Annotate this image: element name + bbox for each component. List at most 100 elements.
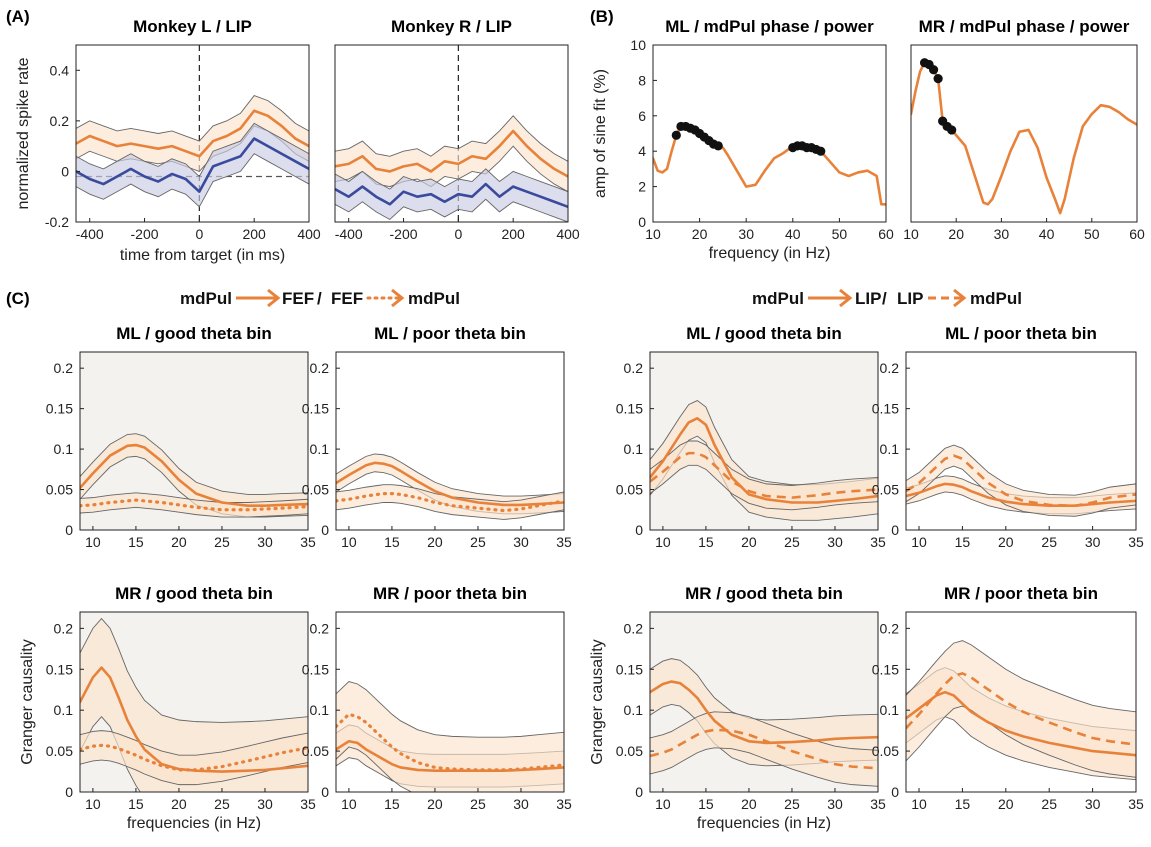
- y-tick-label-c2-4: 0.2: [310, 360, 330, 376]
- series-line-c6-1: [336, 712, 564, 772]
- series-line-c7-0: [650, 680, 878, 745]
- y-axis-label-a1: normalized spike rate: [15, 57, 32, 209]
- x-tick-label-c5-4: 30: [257, 796, 273, 812]
- x-tick-label-c5-5: 35: [300, 796, 316, 812]
- x-tick-label-c1-5: 35: [300, 534, 316, 550]
- chart-c1: 10 15 20 25 30 35 0 0.05 0.1 0.15 0.2 ML / good the…: [46, 324, 316, 550]
- y-tick-label-c4-2: 0.1: [880, 441, 900, 457]
- series-line-c8-0: [906, 690, 1136, 757]
- y-tick-label-c2-3: 0.15: [302, 401, 329, 417]
- x-tick-label-a2-3: 200: [501, 226, 525, 242]
- y-tick-label-c5-3: 0.15: [46, 661, 73, 677]
- band-upper-c7-0: [650, 658, 878, 721]
- band-lower-c7-1: [650, 747, 878, 787]
- series-group-c6: [336, 681, 564, 792]
- x-tick-label-c1-4: 30: [257, 534, 273, 550]
- y-tick-label-c8-4: 0.2: [880, 620, 900, 636]
- series-group-c1: [80, 433, 308, 518]
- x-tick-label-c7-0: 10: [655, 796, 671, 812]
- y-axis-label-c5: Granger causality: [19, 639, 36, 764]
- chart-title-c5: MR / good theta bin: [115, 584, 273, 603]
- panel-label-b: (B): [590, 7, 614, 26]
- x-tick-label-c8-0: 10: [911, 796, 927, 812]
- series-line-c3-1: [650, 451, 878, 499]
- band-upper-a1-0: [76, 95, 309, 142]
- y-tick-label-c6-0: 0: [321, 784, 329, 800]
- y-tick-label-c4-4: 0.2: [880, 360, 900, 376]
- x-tick-label-c3-2: 20: [741, 534, 757, 550]
- x-tick-label-c8-3: 25: [1041, 796, 1057, 812]
- x-tick-label-c4-3: 25: [1041, 534, 1057, 550]
- axes-frame-c2: [335, 351, 565, 531]
- band-upper-c2-1: [336, 484, 564, 503]
- axes-frame-c8: [905, 611, 1137, 793]
- x-tick-label-b2-1: 20: [948, 226, 964, 242]
- x-tick-label-c2-3: 25: [470, 534, 486, 550]
- axes-frame-c7: [649, 611, 879, 793]
- x-tick-label-c8-1: 15: [955, 796, 971, 812]
- y-tick-label-b1-1: 2: [638, 179, 646, 195]
- y-tick-label-c8-2: 0.1: [880, 702, 900, 718]
- y-tick-label-c7-0: 0: [635, 784, 643, 800]
- chart-c8: 10 15 20 25 30 35 0 0.05 0.1 0.15 0.2 MR / poor the…: [872, 584, 1144, 812]
- y-tick-label-c6-3: 0.15: [302, 661, 329, 677]
- x-axis-label-c5: frequencies (in Hz): [127, 815, 261, 832]
- x-axis-label-c7: frequencies (in Hz): [697, 815, 831, 832]
- y-tick-label-a1-3: 0.4: [50, 62, 70, 78]
- chart-c4: 10 15 20 25 30 35 0 0.05 0.1 0.15 0.2 ML / poor the…: [872, 324, 1144, 550]
- y-tick-label-c8-3: 0.15: [872, 661, 899, 677]
- chart-c7: 10 15 20 25 30 35 0 0.05 0.1 0.15 0.2 MR / good the…: [589, 584, 886, 832]
- series-line-c5-0: [80, 666, 308, 773]
- y-tick-label-c3-4: 0.2: [624, 360, 644, 376]
- x-tick-label-c5-3: 25: [214, 796, 230, 812]
- y-tick-label-c5-1: 0.05: [46, 743, 73, 759]
- chart-title-c6: MR / poor theta bin: [373, 584, 527, 603]
- x-tick-label-a2-0: -400: [335, 226, 363, 242]
- y-tick-label-c1-0: 0: [65, 522, 73, 538]
- chart-title-a1: Monkey L / LIP: [133, 17, 252, 36]
- x-tick-label-c2-5: 35: [556, 534, 572, 550]
- plot-area-b1: [653, 45, 886, 222]
- x-tick-label-c4-4: 30: [1085, 534, 1101, 550]
- legend-lip-right: mdPul: [970, 289, 1022, 308]
- x-tick-label-b1-1: 20: [692, 226, 708, 242]
- y-tick-label-c1-3: 0.15: [46, 401, 73, 417]
- band-upper-c3-1: [650, 440, 878, 486]
- x-tick-label-c7-1: 15: [698, 796, 714, 812]
- y-tick-label-b1-2: 4: [638, 143, 646, 159]
- legend-lip-right-src: LIP: [897, 289, 923, 308]
- chart-c3: 10 15 20 25 30 35 0 0.05 0.1 0.15 0.2 ML / good the…: [616, 324, 886, 550]
- legend-lip-solid-arrowhead: [839, 288, 853, 308]
- x-tick-label-a1-1: -200: [131, 226, 159, 242]
- x-tick-label-b1-5: 60: [878, 226, 894, 242]
- y-tick-label-c7-4: 0.2: [624, 620, 644, 636]
- sig-marker-b1-0: [671, 130, 681, 140]
- sig-marker-b1-9: [713, 141, 723, 151]
- axes-frame-c3: [649, 351, 879, 531]
- x-tick-label-c6-4: 30: [513, 796, 529, 812]
- legend-lip-left: mdPul: [752, 289, 804, 308]
- band-lower-c1-1: [80, 506, 308, 518]
- band-lower-c4-1: [906, 465, 1136, 517]
- legend-fef-dotted-arrowhead: [391, 288, 405, 308]
- x-tick-label-c4-1: 15: [955, 534, 971, 550]
- series-group-c3: [650, 400, 878, 521]
- series-group-a1: [76, 45, 309, 222]
- legend-fef: mdPul FEF / FEF mdPul: [180, 288, 460, 308]
- y-axis-label-b1: amp of sine fit (%): [592, 69, 609, 198]
- x-tick-label-c7-5: 35: [870, 796, 886, 812]
- band-lower-c2-1: [336, 502, 564, 520]
- band-upper-c5-0: [80, 617, 308, 723]
- y-tick-label-c3-1: 0.05: [616, 482, 643, 498]
- band-upper-c1-0: [80, 433, 308, 495]
- y-tick-label-c3-0: 0: [635, 522, 643, 538]
- legend-fef-left: mdPul: [180, 289, 232, 308]
- series-line-c5-1: [80, 743, 308, 772]
- x-tick-label-c3-0: 10: [655, 534, 671, 550]
- sig-marker-b1-16: [816, 146, 826, 156]
- x-tick-label-c3-1: 15: [698, 534, 714, 550]
- y-tick-label-a1-1: 0: [61, 163, 69, 179]
- axes-frame-a1: [75, 44, 310, 223]
- series-group-c7: [650, 658, 878, 787]
